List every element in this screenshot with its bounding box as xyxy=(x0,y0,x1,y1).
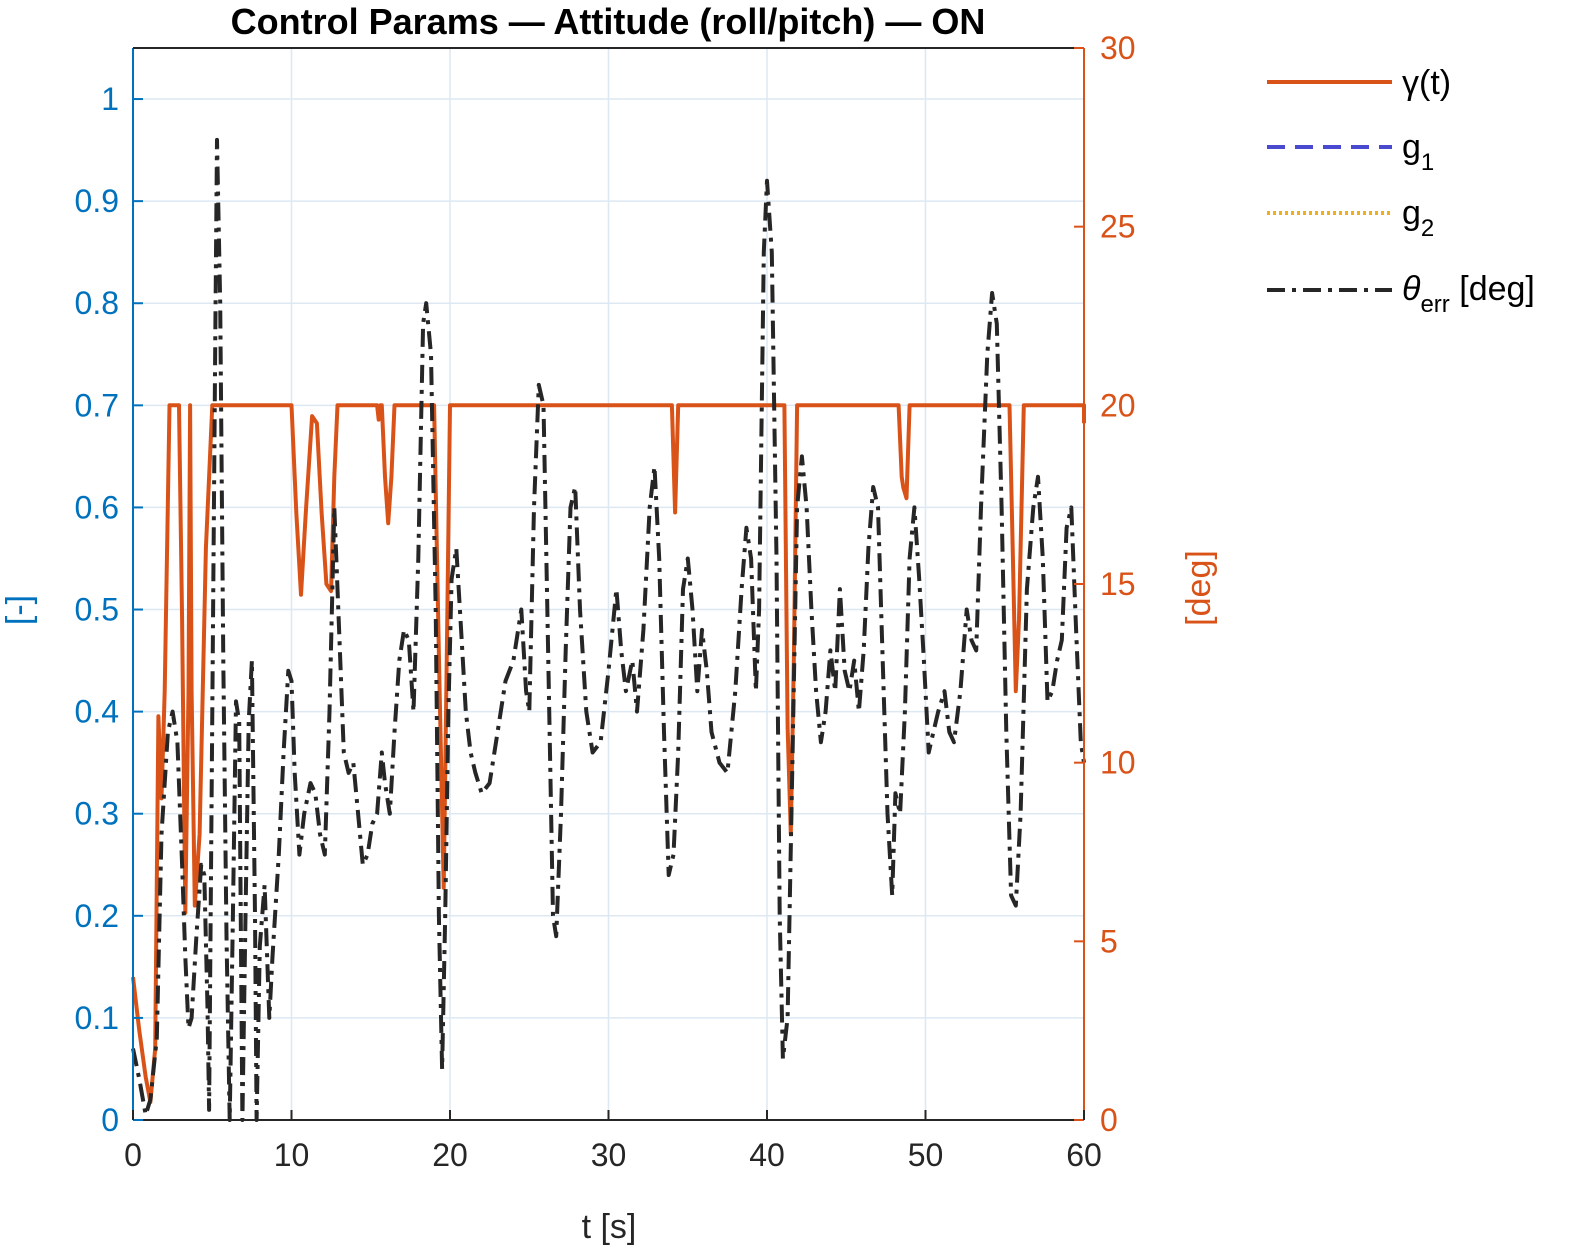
chart-title: Control Params — Attitude (roll/pitch) —… xyxy=(231,1,986,42)
x-tick-label-4: 40 xyxy=(749,1137,785,1173)
series-layer xyxy=(131,137,1086,1122)
x-axis-label: t [s] xyxy=(582,1208,637,1246)
series-line-gamma xyxy=(131,403,1086,1105)
y-right-tick-label-4: 20 xyxy=(1100,387,1136,423)
tick-labels: 00.10.20.30.40.50.60.70.80.9105101520253… xyxy=(75,30,1136,1173)
legend-label-gamma: γ(t) xyxy=(1402,64,1451,102)
legend: γ(t) g1 g2 θerr [deg] xyxy=(1267,64,1535,318)
y-right-tick-label-0: 0 xyxy=(1100,1102,1118,1138)
y-axis-right-label: [deg] xyxy=(1180,550,1218,626)
y-left-tick-label-7: 0.7 xyxy=(75,387,119,423)
y-right-tick-label-1: 5 xyxy=(1100,923,1118,959)
y-axis-left-label: [-] xyxy=(0,595,38,625)
x-tick-label-3: 30 xyxy=(591,1137,627,1173)
y-left-tick-label-3: 0.3 xyxy=(75,796,119,832)
x-tick-label-1: 10 xyxy=(274,1137,310,1173)
x-tick-label-0: 0 xyxy=(124,1137,142,1173)
grid-lines xyxy=(132,48,1085,1121)
y-left-tick-label-8: 0.8 xyxy=(75,285,119,321)
legend-label-g2: g2 xyxy=(1402,194,1434,242)
y-left-tick-label-5: 0.5 xyxy=(75,592,119,628)
y-left-tick-label-4: 0.4 xyxy=(75,694,119,730)
x-tick-label-2: 20 xyxy=(432,1137,468,1173)
x-tick-label-6: 60 xyxy=(1066,1137,1102,1173)
x-tick-label-5: 50 xyxy=(908,1137,944,1173)
y-right-tick-label-2: 10 xyxy=(1100,745,1136,781)
series-line-theta xyxy=(131,137,1086,1122)
legend-label-theta: θerr [deg] xyxy=(1402,270,1535,318)
y-left-tick-label-0: 0 xyxy=(101,1102,119,1138)
legend-label-g1: g1 xyxy=(1402,128,1434,176)
y-left-tick-label-9: 0.9 xyxy=(75,183,119,219)
y-left-tick-label-6: 0.6 xyxy=(75,489,119,525)
y-left-tick-label-10: 1 xyxy=(101,81,119,117)
y-left-tick-label-1: 0.1 xyxy=(75,1000,119,1036)
y-left-tick-label-2: 0.2 xyxy=(75,898,119,934)
y-right-tick-label-3: 15 xyxy=(1100,566,1136,602)
y-right-tick-label-6: 30 xyxy=(1100,30,1136,66)
y-right-tick-label-5: 25 xyxy=(1100,209,1136,245)
